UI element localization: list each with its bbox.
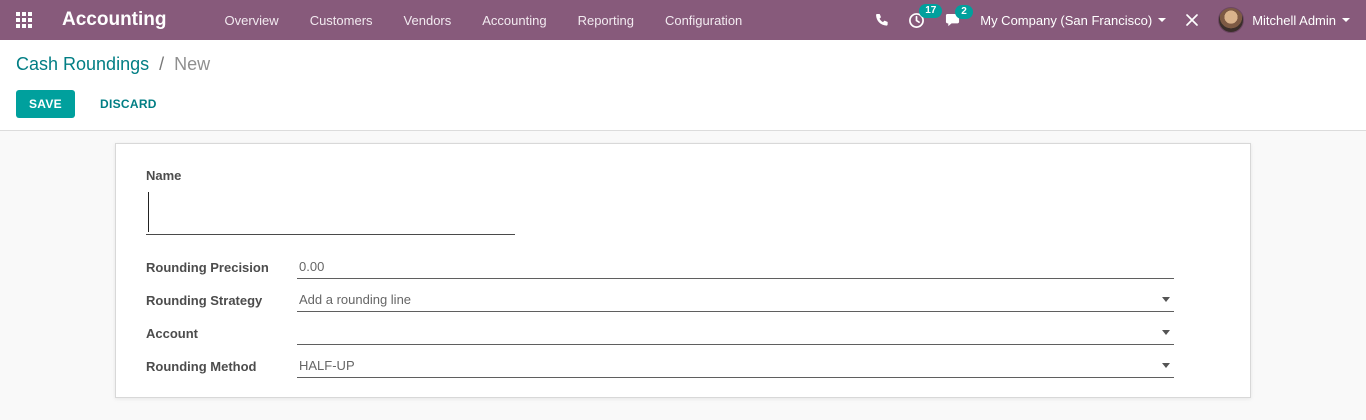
save-button[interactable]: SAVE <box>16 90 75 118</box>
name-input[interactable] <box>146 189 515 235</box>
company-switcher[interactable]: My Company (San Francisco) <box>980 12 1167 28</box>
phone-icon[interactable] <box>874 13 889 28</box>
menu-item-customers[interactable]: Customers <box>309 12 373 28</box>
activity-clock-icon[interactable]: 17 <box>908 3 943 29</box>
rounding-strategy-label: Rounding Strategy <box>146 293 263 308</box>
field-row-account: Account <box>146 323 1174 345</box>
menu-item-accounting[interactable]: Accounting <box>482 12 547 28</box>
rounding-method-label: Rounding Method <box>146 359 257 374</box>
activity-badge: 17 <box>919 3 943 18</box>
rounding-precision-input[interactable]: 0.00 <box>297 257 1174 279</box>
apps-menu-icon[interactable] <box>16 12 32 28</box>
discard-button[interactable]: DISCARD <box>90 90 167 118</box>
control-panel: Cash Roundings / New SAVE DISCARD <box>0 40 1366 131</box>
company-name: My Company (San Francisco) <box>980 12 1153 28</box>
text-cursor <box>148 191 149 232</box>
rounding-strategy-select[interactable]: Add a rounding line <box>297 290 1174 312</box>
form-view-background: Name Rounding Precision 0.00 Rounding St… <box>0 131 1366 420</box>
app-title[interactable]: Accounting <box>62 9 167 30</box>
rounding-method-select[interactable]: HALF-UP <box>297 356 1174 378</box>
menu-item-overview[interactable]: Overview <box>224 12 279 28</box>
menu-item-configuration[interactable]: Configuration <box>664 12 743 28</box>
dropdown-caret-icon <box>1162 363 1170 368</box>
account-label: Account <box>146 326 198 341</box>
name-label: Name <box>146 168 182 183</box>
user-menu[interactable]: Mitchell Admin <box>1218 7 1350 33</box>
breadcrumb: Cash Roundings / New <box>16 54 1350 75</box>
menu-item-reporting[interactable]: Reporting <box>577 12 634 28</box>
form-sheet: Name Rounding Precision 0.00 Rounding St… <box>115 143 1251 398</box>
dropdown-caret-icon <box>1162 297 1170 302</box>
rounding-precision-label: Rounding Precision <box>146 260 269 275</box>
developer-tools-icon[interactable] <box>1185 13 1199 27</box>
field-row-rounding-strategy: Rounding Strategy Add a rounding line <box>146 290 1174 312</box>
avatar <box>1218 7 1245 33</box>
chevron-down-icon <box>1158 18 1167 22</box>
field-row-rounding-precision: Rounding Precision 0.00 <box>146 257 1174 279</box>
menu-item-vendors[interactable]: Vendors <box>403 12 452 28</box>
dropdown-caret-icon <box>1162 330 1170 335</box>
user-name: Mitchell Admin <box>1252 12 1336 28</box>
breadcrumb-cash-roundings[interactable]: Cash Roundings <box>16 54 150 74</box>
chevron-down-icon <box>1342 18 1350 22</box>
account-select[interactable] <box>297 323 1174 345</box>
main-menu: Overview Customers Vendors Accounting Re… <box>223 1 745 40</box>
top-navbar: Accounting Overview Customers Vendors Ac… <box>0 0 1366 40</box>
messages-badge: 2 <box>955 4 973 19</box>
breadcrumb-current: New <box>174 54 211 74</box>
messages-icon[interactable]: 2 <box>944 4 973 28</box>
field-row-rounding-method: Rounding Method HALF-UP <box>146 356 1174 378</box>
breadcrumb-separator: / <box>159 54 165 74</box>
